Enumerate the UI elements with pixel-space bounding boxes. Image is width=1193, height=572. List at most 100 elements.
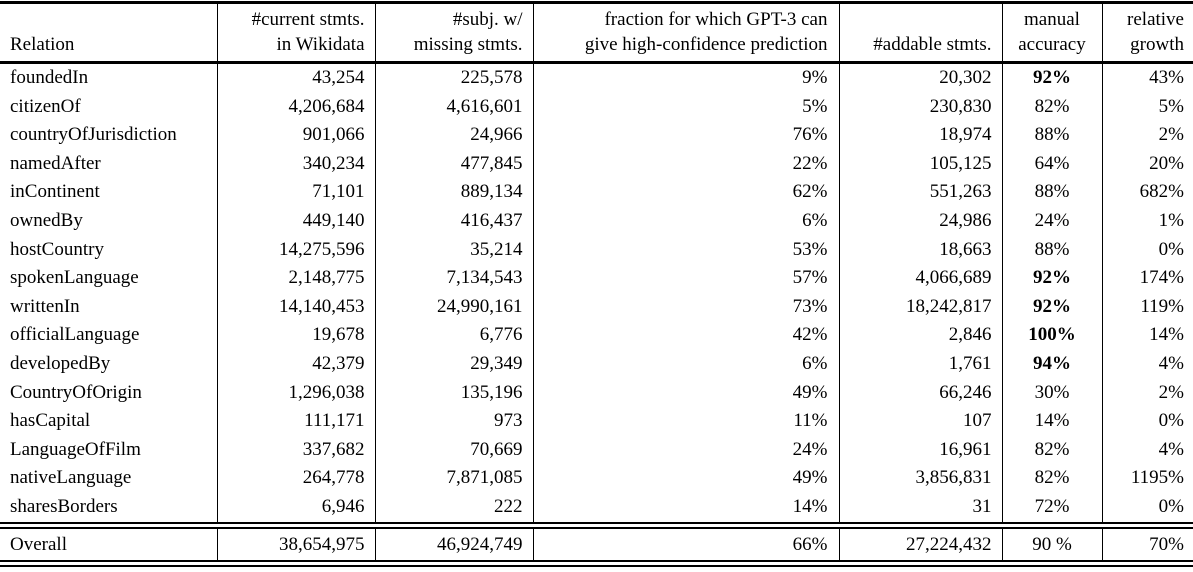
cell-accuracy: 90 %: [1002, 521, 1103, 567]
cell-fraction: 9%: [533, 62, 840, 93]
cell-growth: 4%: [1158, 352, 1184, 374]
cell-addable: 4,066,689: [839, 264, 1003, 293]
table-row: developedBy 42,379 29,349 6% 1,761 94% 4%: [0, 349, 1193, 379]
cell-fraction: 6%: [533, 349, 840, 379]
cell-addable: 551,263: [839, 178, 1003, 207]
cell-growth: 70%: [1102, 521, 1193, 567]
cell-addable: 18,663: [839, 235, 1003, 265]
cell-missing: 7,134,543: [375, 264, 534, 293]
cell-missing: 889,134: [375, 178, 534, 207]
cell-growth: 119%: [1140, 295, 1184, 317]
cell-addable: 20,302: [839, 62, 1003, 93]
cell-growth: 5%: [1158, 95, 1184, 117]
table-row: foundedIn 43,254 225,578 9% 20,302 92% 43%: [0, 62, 1193, 93]
cell-accuracy: 92%: [1002, 62, 1103, 93]
table-row: ownedBy 449,140 416,437 6% 24,986 24% 1%: [0, 206, 1193, 236]
cell-growth: 0%: [1158, 238, 1184, 260]
table-row: hasCapital 111,171 973 11% 107 14% 0%: [0, 407, 1193, 436]
cell-fraction: 76%: [533, 121, 840, 150]
cell-missing: 222: [375, 492, 534, 525]
header-relation: Relation: [0, 2, 218, 64]
cell-growth: 2%: [1158, 124, 1184, 146]
cell-growth: 174%: [1139, 267, 1184, 289]
cell-growth: 682%: [1139, 181, 1184, 203]
cell-current: 14,140,453: [217, 292, 376, 322]
cell-addable: 105,125: [839, 149, 1003, 179]
cell-relation: officialLanguage: [0, 321, 218, 350]
cell-relation: developedBy: [0, 349, 218, 379]
cell-current: 38,654,975: [217, 521, 376, 567]
cell-addable: 107: [839, 407, 1003, 436]
cell-addable: 66,246: [839, 378, 1003, 408]
cell-accuracy: 82%: [1002, 92, 1103, 122]
cell-fraction: 49%: [533, 464, 840, 493]
cell-growth: 4%: [1158, 438, 1184, 460]
cell-fraction: 24%: [533, 435, 840, 465]
table-row: namedAfter 340,234 477,845 22% 105,125 64% 20%: [0, 149, 1193, 179]
cell-relation: ownedBy: [0, 206, 218, 236]
cell-current: 1,296,038: [217, 378, 376, 408]
header-gpt3-fraction: fraction for which GPT-3 can give high-c…: [533, 2, 840, 64]
cell-current: 337,682: [217, 435, 376, 465]
cell-relation: sharesBorders: [0, 492, 218, 525]
cell-growth: 20%: [1149, 152, 1184, 174]
cell-addable: 18,974: [839, 121, 1003, 150]
table-row: hostCountry 14,275,596 35,214 53% 18,663 88% 0…: [0, 235, 1193, 265]
cell-missing: 6,776: [375, 321, 534, 350]
cell-accuracy: 94%: [1002, 349, 1103, 379]
cell-accuracy: 24%: [1002, 206, 1103, 236]
cell-current: 42,379: [217, 349, 376, 379]
cell-growth: 1195%: [1130, 467, 1184, 489]
cell-missing: 29,349: [375, 349, 534, 379]
cell-relation: hostCountry: [0, 235, 218, 265]
table-body: foundedIn 43,254 225,578 9% 20,302 92% 43% citi…: [0, 62, 1193, 525]
header-manual-accuracy: manual accuracy: [1002, 2, 1103, 64]
header-row: Relation #current stmts. in Wikidata #su…: [0, 2, 1193, 64]
overall-row: Overall 38,654,975 46,924,749 66% 27,224,432…: [0, 521, 1193, 567]
cell-relation: countryOfJurisdiction: [0, 121, 218, 150]
cell-fraction: 62%: [533, 178, 840, 207]
cell-fraction: 57%: [533, 264, 840, 293]
cell-missing: 416,437: [375, 206, 534, 236]
cell-fraction: 53%: [533, 235, 840, 265]
cell-growth: 14%: [1149, 324, 1184, 346]
cell-accuracy: 92%: [1002, 292, 1103, 322]
cell-relation: hasCapital: [0, 407, 218, 436]
cell-growth: 43%: [1149, 67, 1184, 88]
cell-relation: citizenOf: [0, 92, 218, 122]
cell-missing: 973: [375, 407, 534, 436]
cell-accuracy: 30%: [1002, 378, 1103, 408]
cell-accuracy: 100%: [1002, 321, 1103, 350]
cell-fraction: 5%: [533, 92, 840, 122]
cell-relation: writtenIn: [0, 292, 218, 322]
cell-accuracy: 82%: [1002, 435, 1103, 465]
cell-current: 4,206,684: [217, 92, 376, 122]
cell-current: 71,101: [217, 178, 376, 207]
cell-relation: nativeLanguage: [0, 464, 218, 493]
cell-missing: 70,669: [375, 435, 534, 465]
cell-missing: 4,616,601: [375, 92, 534, 122]
cell-accuracy: 88%: [1002, 121, 1103, 150]
cell-fraction: 11%: [533, 407, 840, 436]
cell-relation: namedAfter: [0, 149, 218, 179]
cell-relation: CountryOfOrigin: [0, 378, 218, 408]
cell-current: 264,778: [217, 464, 376, 493]
cell-current: 901,066: [217, 121, 376, 150]
cell-fraction: 14%: [533, 492, 840, 525]
cell-relation: Overall: [0, 521, 218, 567]
cell-missing: 24,966: [375, 121, 534, 150]
cell-accuracy: 88%: [1002, 235, 1103, 265]
cell-accuracy: 92%: [1002, 264, 1103, 293]
cell-accuracy: 82%: [1002, 464, 1103, 493]
cell-addable: 2,846: [839, 321, 1003, 350]
table-row: sharesBorders 6,946 222 14% 31 72% 0%: [0, 492, 1193, 525]
header-current-stmts: #current stmts. in Wikidata: [217, 2, 376, 64]
cell-addable: 3,856,831: [839, 464, 1003, 493]
cell-missing: 477,845: [375, 149, 534, 179]
table-row: citizenOf 4,206,684 4,616,601 5% 230,830 82% 5…: [0, 92, 1193, 122]
cell-accuracy: 64%: [1002, 149, 1103, 179]
cell-fraction: 66%: [533, 521, 840, 567]
cell-addable: 31: [839, 492, 1003, 525]
cell-current: 6,946: [217, 492, 376, 525]
